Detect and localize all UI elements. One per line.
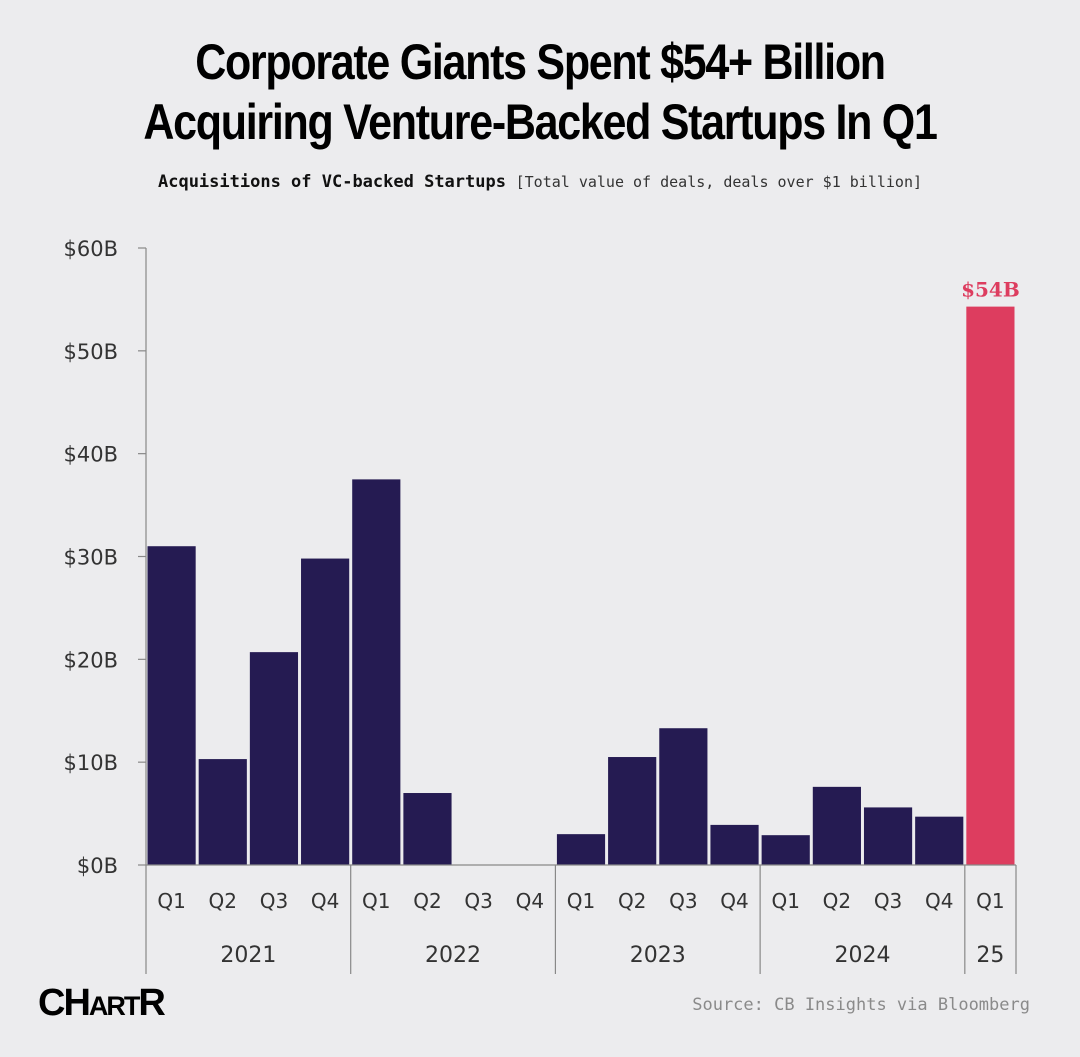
year-label: 2024 <box>834 943 890 968</box>
bar <box>301 558 350 865</box>
y-tick-label: $60B <box>64 237 119 261</box>
x-tick-label: Q2 <box>618 889 646 913</box>
x-tick-label: Q3 <box>874 889 902 913</box>
x-tick-label: Q2 <box>209 889 237 913</box>
bar <box>915 816 964 865</box>
bar <box>249 652 299 865</box>
source-note: Source: CB Insights via Bloomberg <box>692 995 1030 1015</box>
chart-title-line-1: Corporate Giants Spent $54+ Billion <box>195 34 886 90</box>
x-tick-label: Q1 <box>976 889 1004 913</box>
x-tick-label: Q1 <box>567 889 595 913</box>
chart-title: Corporate Giants Spent $54+ Billion Acqu… <box>76 32 1005 152</box>
subtitle-main: Acquisitions of VC-backed Startups <box>157 172 506 192</box>
chart-title-line-2: Acquiring Venture-Backed Startups In Q1 <box>143 94 937 150</box>
bar <box>966 306 1015 865</box>
y-tick-label: $20B <box>64 648 119 672</box>
y-tick-label: $10B <box>64 751 119 775</box>
bar <box>608 757 657 865</box>
y-tick-label: $30B <box>64 546 119 570</box>
bar <box>761 835 810 865</box>
x-tick-label: Q3 <box>260 889 288 913</box>
chart-subtitle: Acquisitions of VC-backed Startups [Tota… <box>0 172 1080 192</box>
x-tick-label: Q3 <box>669 889 697 913</box>
x-tick-label: Q4 <box>925 889 953 913</box>
x-tick-label: Q4 <box>720 889 748 913</box>
year-label: 2023 <box>630 943 686 968</box>
y-tick-label: $0B <box>77 854 118 878</box>
bar <box>352 479 401 865</box>
year-label: 2021 <box>220 943 276 968</box>
bar <box>710 824 759 865</box>
bar <box>556 834 606 865</box>
subtitle-note: [Total value of deals, deals over $1 bil… <box>515 173 923 191</box>
chartr-logo: CHARTR <box>38 982 166 1024</box>
bar <box>147 546 196 865</box>
bar <box>863 807 913 865</box>
bar <box>812 786 861 865</box>
bar <box>659 728 708 865</box>
year-label: 2022 <box>425 943 481 968</box>
x-tick-label: Q2 <box>823 889 851 913</box>
data-label: $54B <box>961 278 1020 302</box>
y-tick-label: $50B <box>64 340 119 364</box>
bar <box>403 793 452 865</box>
year-label: 25 <box>976 943 1004 968</box>
y-tick-label: $40B <box>64 443 119 467</box>
bar <box>198 759 247 865</box>
x-tick-label: Q3 <box>464 889 492 913</box>
x-tick-label: Q1 <box>362 889 390 913</box>
x-tick-label: Q1 <box>771 889 799 913</box>
x-tick-label: Q4 <box>516 889 544 913</box>
x-tick-label: Q2 <box>413 889 441 913</box>
x-tick-label: Q4 <box>311 889 339 913</box>
x-tick-label: Q1 <box>157 889 185 913</box>
